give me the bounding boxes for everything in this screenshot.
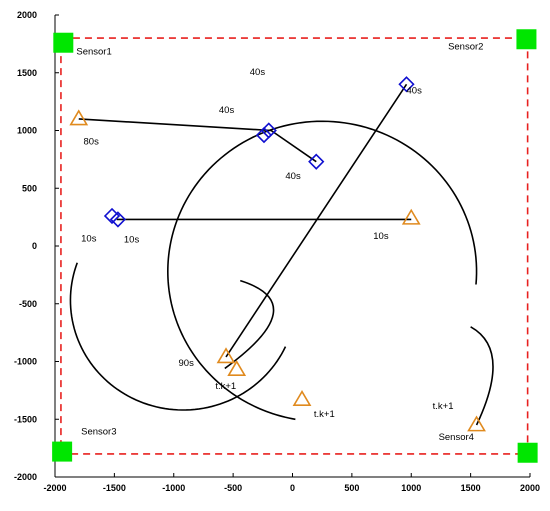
- trajectory-markers: [69, 76, 486, 432]
- time-annotation: t.k+1: [314, 409, 335, 420]
- trajectory-path: [167, 219, 296, 421]
- time-annotation: 10s: [124, 235, 140, 246]
- sensor-square: [52, 441, 73, 462]
- y-tick-label: -2000: [14, 472, 37, 482]
- start-triangle-marker: [227, 360, 247, 376]
- time-annotation: 40s: [407, 86, 423, 97]
- trajectory-path: [176, 120, 478, 285]
- end-diamond-marker: [255, 126, 273, 144]
- y-tick-label: 1500: [17, 68, 37, 78]
- sensor-square: [516, 29, 537, 50]
- time-annotation: 10s: [373, 231, 389, 242]
- trajectory-paths: [69, 83, 494, 426]
- time-annotation: t.k+1: [215, 381, 236, 392]
- sensor-boundary: [60, 37, 529, 455]
- start-triangle-marker: [216, 347, 236, 364]
- x-tick-label: -2000: [43, 483, 66, 493]
- x-tick-label: 0: [290, 483, 295, 493]
- sensor-square: [53, 32, 74, 53]
- sensor-label: Sensor3: [81, 426, 116, 437]
- trajectory-path: [224, 279, 275, 370]
- time-annotation: 40s: [285, 171, 301, 182]
- y-tick-label: 500: [22, 183, 37, 193]
- x-tick-label: -1500: [103, 483, 126, 493]
- sensor-square: [517, 442, 538, 463]
- trajectory-path: [225, 83, 408, 358]
- start-triangle-marker: [401, 208, 421, 225]
- x-tick-label: 1500: [461, 483, 481, 493]
- annotations: Sensor1 Sensor2 Sensor3 Sensor4 80s 40s 40s 40s…: [76, 42, 483, 443]
- axes: -2000 -1500 -1000 -500 0 500 1000 1500 2000 2000 1…: [14, 10, 540, 493]
- time-annotation: 40s: [219, 105, 235, 116]
- start-triangle-marker: [292, 390, 312, 407]
- y-tick-label: -1000: [14, 357, 37, 367]
- time-annotation: 10s: [81, 233, 97, 244]
- x-tick-label: 1000: [401, 483, 421, 493]
- x-tick-label: 2000: [520, 483, 540, 493]
- end-diamond-marker: [308, 153, 325, 170]
- y-tick-label: -500: [19, 299, 37, 309]
- x-tick-label: -1000: [162, 483, 185, 493]
- boundary-rectangle: [60, 37, 529, 455]
- start-triangle-marker: [467, 415, 486, 432]
- y-tick-label: 0: [32, 241, 37, 251]
- time-annotation: t.k+1: [433, 401, 454, 412]
- trajectory-path: [69, 262, 287, 411]
- y-tick-label: 1000: [17, 126, 37, 136]
- sensor-label: Sensor4: [439, 432, 474, 443]
- start-triangle-marker: [69, 109, 89, 126]
- y-tick-label: -1500: [14, 414, 37, 424]
- end-diamond-marker: [260, 122, 277, 139]
- time-annotation: 40s: [250, 67, 266, 78]
- time-annotation: 90s: [179, 358, 195, 369]
- trajectory-path: [270, 129, 317, 163]
- sensors: [52, 29, 538, 463]
- end-diamond-marker: [398, 76, 415, 93]
- trajectory-path: [78, 118, 272, 132]
- time-annotation: 80s: [84, 136, 100, 147]
- x-tick-label: -500: [224, 483, 242, 493]
- x-tick-label: 500: [344, 483, 359, 493]
- trajectory-path: [470, 326, 494, 426]
- sensor-label: Sensor2: [448, 42, 483, 53]
- end-diamond-marker: [109, 211, 127, 228]
- y-tick-label: 2000: [17, 10, 37, 20]
- sensor-label: Sensor1: [76, 46, 111, 57]
